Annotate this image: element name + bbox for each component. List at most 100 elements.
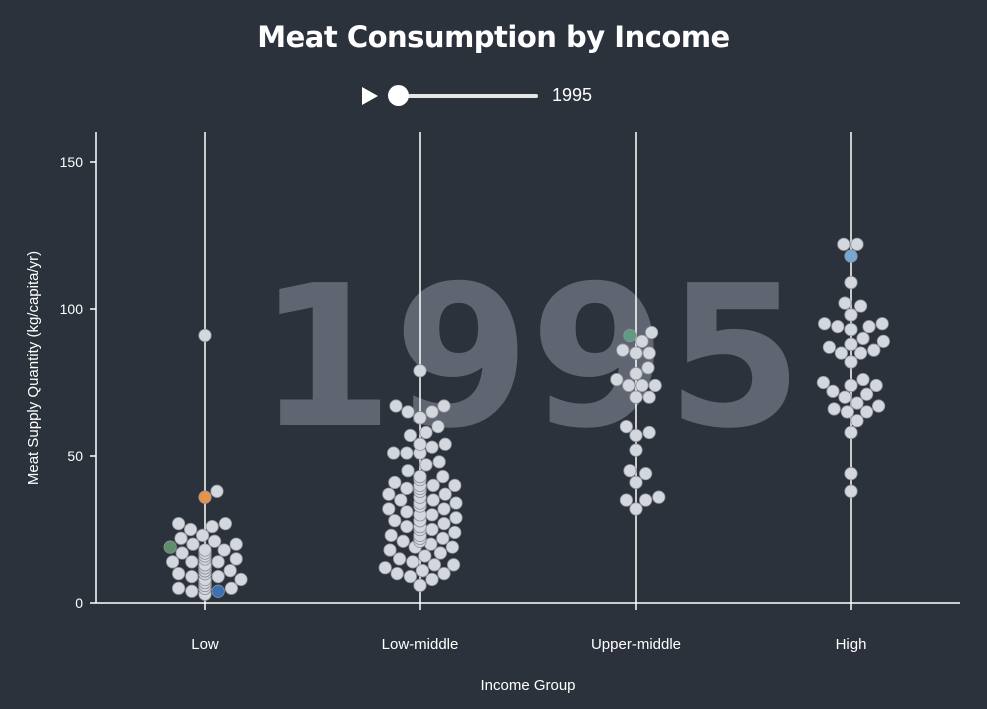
data-point[interactable] <box>816 375 831 390</box>
data-point[interactable] <box>185 555 199 569</box>
data-point[interactable] <box>844 355 858 369</box>
data-point[interactable] <box>425 405 439 419</box>
data-point[interactable] <box>619 419 634 434</box>
data-point[interactable] <box>834 346 849 360</box>
data-point[interactable] <box>196 528 210 542</box>
data-point[interactable] <box>218 517 232 531</box>
data-point[interactable] <box>394 493 408 507</box>
data-point[interactable] <box>638 467 653 481</box>
data-point[interactable] <box>388 475 402 490</box>
data-point[interactable] <box>425 440 439 454</box>
data-point[interactable] <box>210 484 224 498</box>
data-point[interactable] <box>419 425 433 440</box>
data-point[interactable] <box>445 540 459 554</box>
data-point[interactable] <box>817 317 832 331</box>
data-point[interactable] <box>867 343 881 357</box>
data-point[interactable] <box>876 334 891 348</box>
data-point[interactable] <box>629 428 643 443</box>
data-point[interactable] <box>184 522 198 537</box>
data-point[interactable] <box>425 572 439 587</box>
data-point[interactable] <box>413 578 427 592</box>
data-point[interactable] <box>856 372 870 387</box>
data-point[interactable] <box>432 455 446 469</box>
data-point[interactable] <box>642 346 656 360</box>
data-point[interactable] <box>198 328 212 343</box>
data-point[interactable] <box>396 534 410 548</box>
data-point[interactable] <box>856 331 870 345</box>
data-point[interactable] <box>229 537 243 551</box>
data-point[interactable] <box>844 275 858 290</box>
data-point[interactable] <box>198 543 212 557</box>
data-point[interactable] <box>223 564 237 578</box>
data-point[interactable] <box>449 496 463 510</box>
data-point[interactable] <box>186 537 200 551</box>
data-point[interactable] <box>610 372 624 387</box>
data-point[interactable] <box>163 540 177 554</box>
data-point[interactable] <box>185 569 199 584</box>
data-point[interactable] <box>844 322 858 337</box>
data-point[interactable] <box>166 555 180 569</box>
data-point[interactable] <box>378 561 392 575</box>
data-point[interactable] <box>844 484 858 498</box>
data-point[interactable] <box>383 543 397 557</box>
data-point[interactable] <box>211 555 225 569</box>
data-point[interactable] <box>418 549 432 563</box>
data-point[interactable] <box>403 428 417 443</box>
data-point[interactable] <box>826 384 840 398</box>
data-point[interactable] <box>642 390 656 404</box>
data-point[interactable] <box>413 411 427 425</box>
data-point[interactable] <box>838 296 852 310</box>
data-point[interactable] <box>413 469 427 484</box>
data-point[interactable] <box>616 343 630 357</box>
data-point[interactable] <box>436 531 450 545</box>
data-point[interactable] <box>401 405 415 419</box>
data-point[interactable] <box>433 546 447 560</box>
data-point[interactable] <box>652 490 666 504</box>
data-point[interactable] <box>174 531 188 545</box>
data-point[interactable] <box>622 378 636 393</box>
data-point[interactable] <box>437 399 451 413</box>
data-point[interactable] <box>844 378 858 393</box>
data-point[interactable] <box>629 443 643 457</box>
data-point[interactable] <box>205 519 219 534</box>
data-point[interactable] <box>437 566 451 581</box>
data-point[interactable] <box>844 337 858 351</box>
data-point[interactable] <box>629 475 643 490</box>
data-point[interactable] <box>438 487 452 501</box>
data-point[interactable] <box>844 249 858 263</box>
data-point[interactable] <box>185 584 199 598</box>
play-icon[interactable] <box>362 87 378 105</box>
data-point[interactable] <box>822 340 837 354</box>
data-point[interactable] <box>844 467 858 481</box>
data-point[interactable] <box>388 514 402 528</box>
data-point[interactable] <box>629 502 643 516</box>
data-point[interactable] <box>431 419 445 434</box>
data-point[interactable] <box>641 361 655 375</box>
data-point[interactable] <box>175 546 189 560</box>
data-point[interactable] <box>172 517 186 531</box>
data-point[interactable] <box>642 425 656 440</box>
data-point[interactable] <box>217 543 231 557</box>
data-point[interactable] <box>827 402 841 416</box>
data-point[interactable] <box>427 558 441 572</box>
data-point[interactable] <box>437 502 451 516</box>
data-point[interactable] <box>400 519 414 534</box>
data-point[interactable] <box>840 405 855 419</box>
data-point[interactable] <box>437 517 451 531</box>
data-point[interactable] <box>211 584 225 598</box>
data-point[interactable] <box>859 387 874 401</box>
data-point[interactable] <box>425 522 439 537</box>
data-point[interactable] <box>234 572 248 587</box>
data-point[interactable] <box>413 437 427 451</box>
data-point[interactable] <box>413 364 427 378</box>
data-point[interactable] <box>389 399 403 413</box>
data-point[interactable] <box>401 464 415 478</box>
data-point[interactable] <box>629 367 643 381</box>
data-point[interactable] <box>875 317 889 331</box>
data-point[interactable] <box>415 564 429 578</box>
data-point[interactable] <box>229 552 243 566</box>
data-point[interactable] <box>619 493 634 507</box>
data-point[interactable] <box>635 378 649 393</box>
data-point[interactable] <box>224 581 238 595</box>
data-point[interactable] <box>644 325 659 340</box>
